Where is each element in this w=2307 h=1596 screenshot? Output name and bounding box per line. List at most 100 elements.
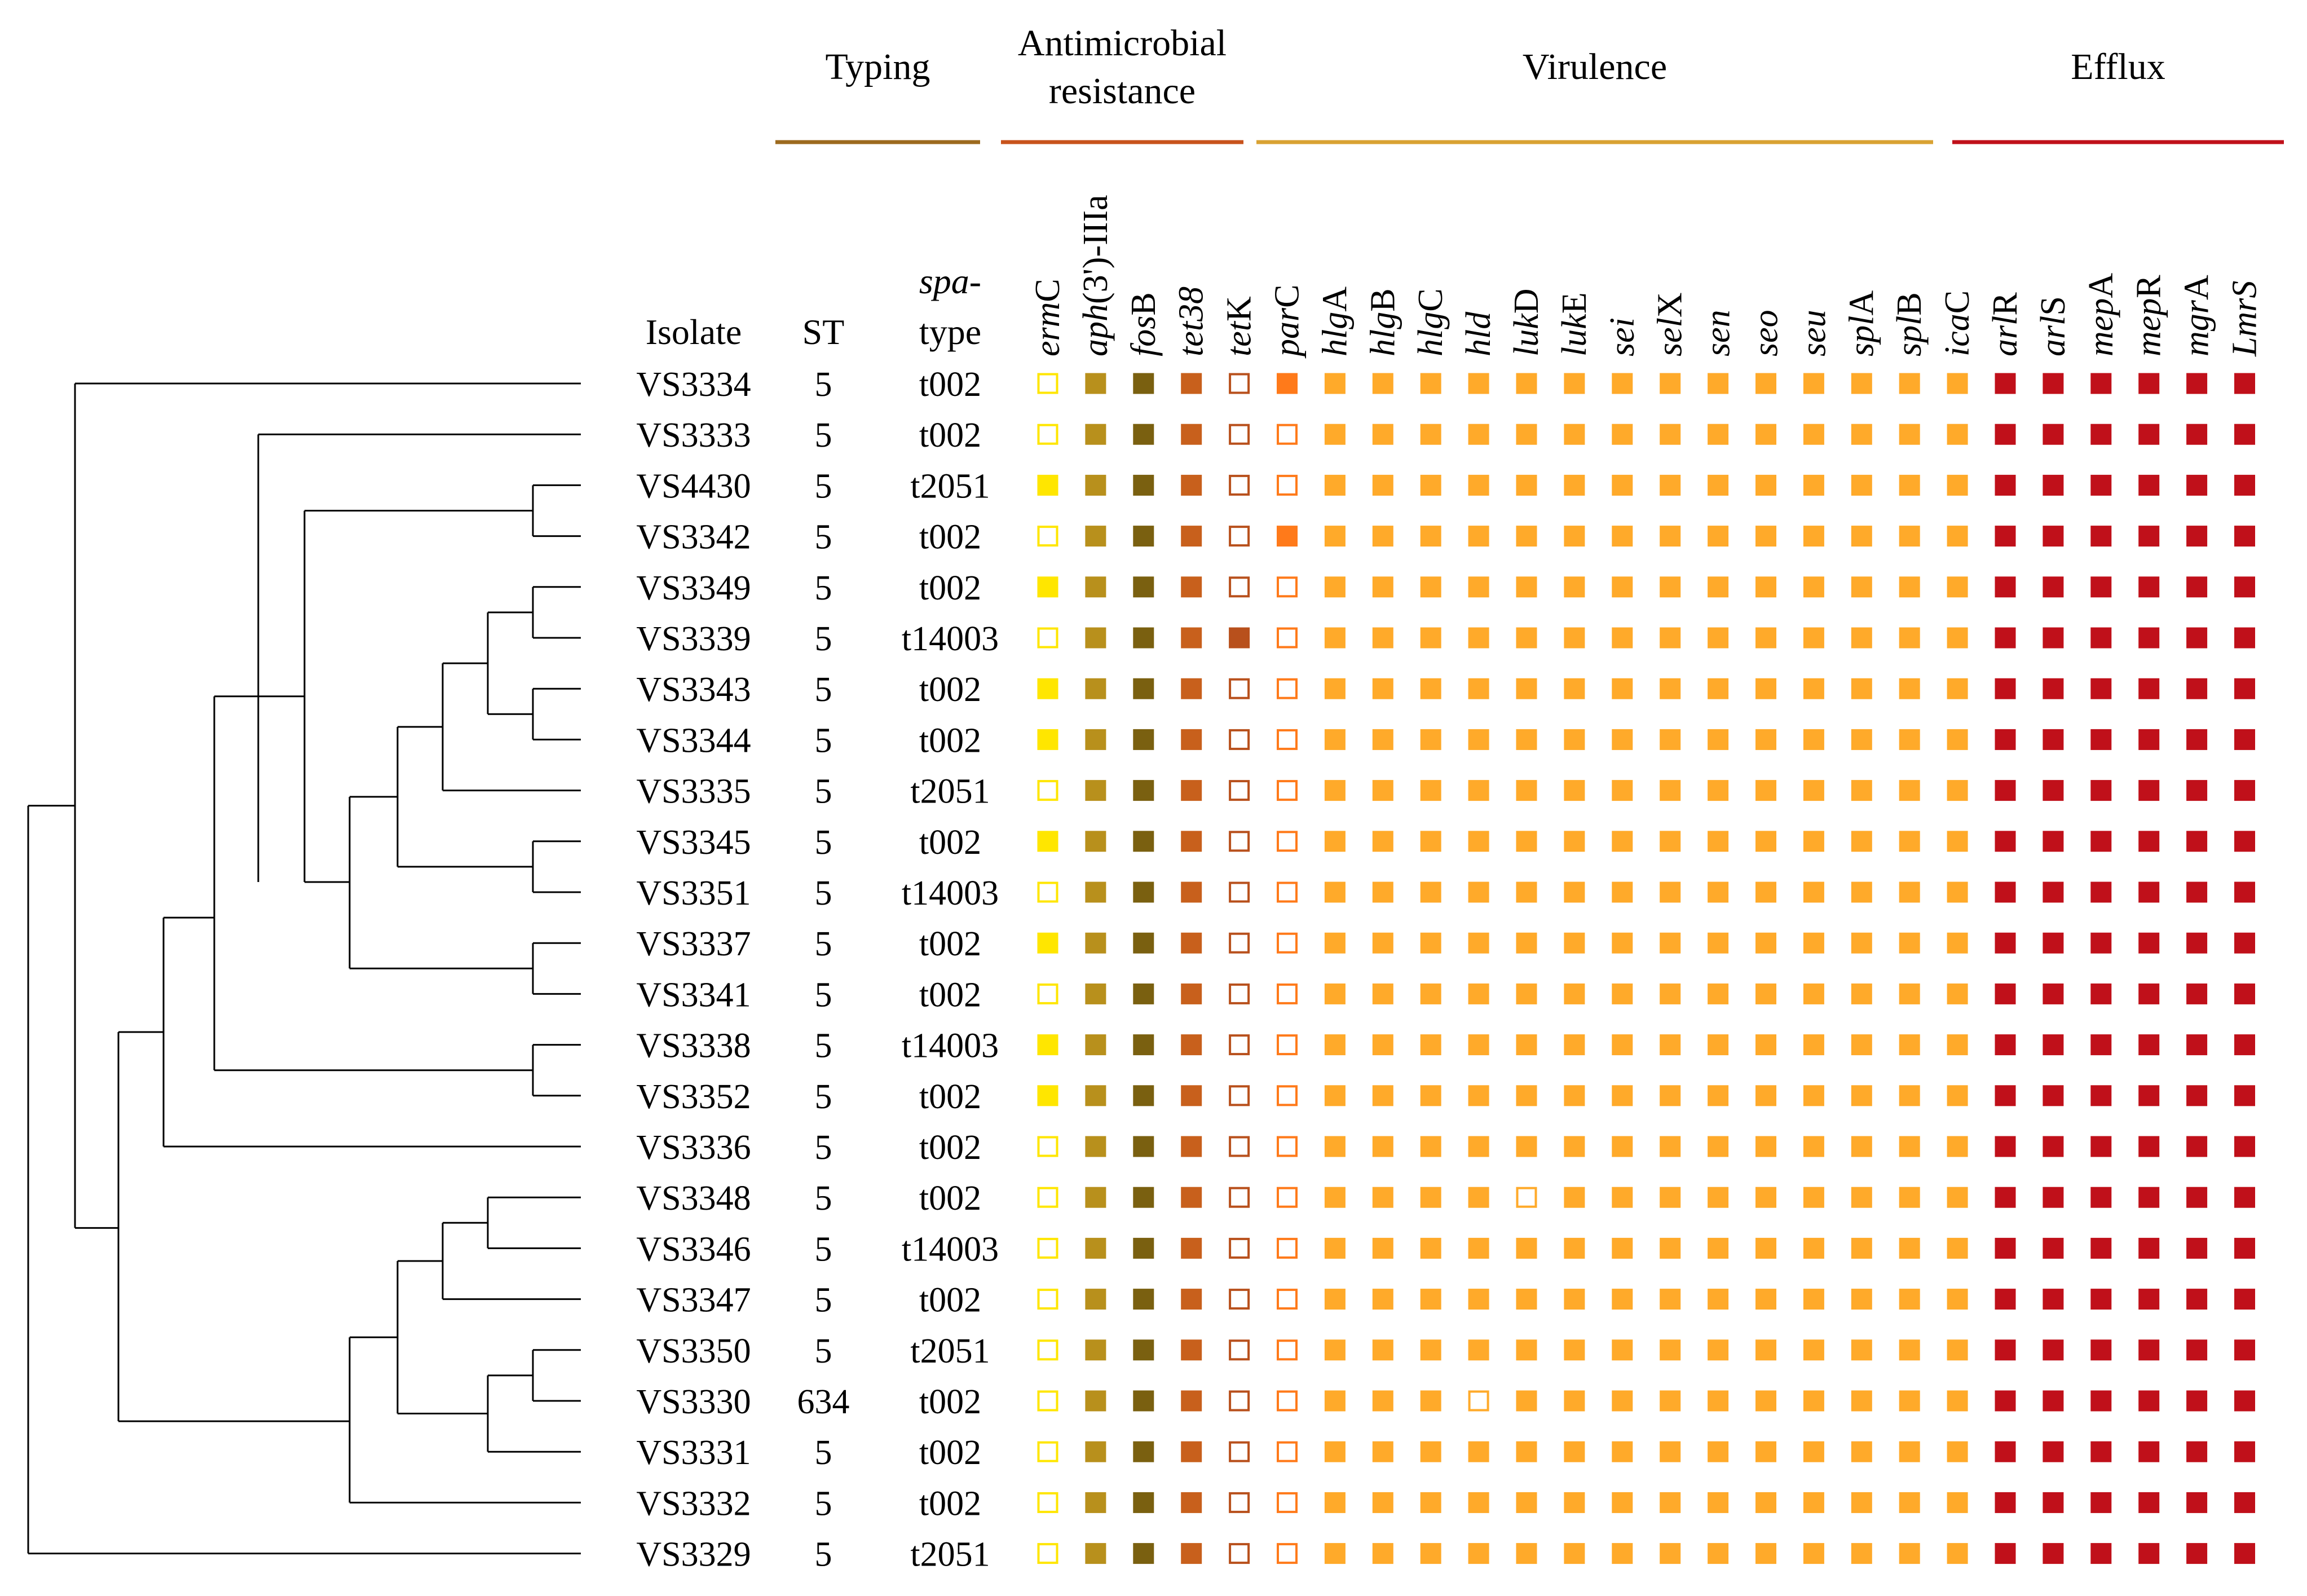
gene-present-cell — [1708, 678, 1729, 699]
gene-present-cell — [1803, 1543, 1824, 1564]
gene-present-cell — [1037, 729, 1058, 750]
gene-present-cell — [1420, 983, 1441, 1004]
gene-present-cell — [1037, 1034, 1058, 1056]
dendrogram — [27, 382, 581, 1555]
gene-present-cell — [2138, 983, 2160, 1004]
gene-present-cell — [1372, 1136, 1393, 1157]
spa-type-value: t002 — [919, 925, 981, 963]
spa-type-value: t14003 — [902, 1230, 999, 1268]
gene-present-cell — [1803, 1034, 1824, 1056]
gene-present-cell — [1420, 424, 1441, 445]
gene-header-part: tet38 — [1172, 286, 1211, 356]
gene-present-cell — [1995, 1187, 2016, 1208]
gene-absent-cell — [1277, 1034, 1298, 1056]
gene-present-cell — [1708, 881, 1729, 903]
gene-present-cell — [1372, 932, 1393, 954]
gene-present-cell — [1755, 1187, 1776, 1208]
gene-present-cell — [1037, 1085, 1058, 1106]
gene-present-cell — [1420, 1492, 1441, 1513]
gene-present-cell — [1660, 1085, 1681, 1106]
gene-present-cell — [1468, 1187, 1489, 1208]
gene-present-cell — [1899, 373, 1920, 394]
gene-present-cell — [1851, 729, 1872, 750]
gene-present-cell — [1181, 576, 1202, 598]
gene-present-cell — [1755, 424, 1776, 445]
isolate-name: VS3336 — [636, 1128, 751, 1167]
st-value: 5 — [815, 1332, 832, 1370]
gene-absent-cell — [1037, 1441, 1058, 1462]
gene-absent-cell — [1277, 932, 1298, 954]
gene-present-cell — [1516, 1543, 1537, 1564]
gene-absent-cell — [1229, 831, 1250, 852]
gene-header-part: luk — [1555, 313, 1594, 356]
gene-header-part: (3')-IIIa — [1077, 195, 1115, 304]
gene-present-cell — [1181, 1187, 1202, 1208]
gene-present-cell — [1947, 831, 1968, 852]
st-value: 5 — [815, 1078, 832, 1116]
gene-present-cell — [1755, 1441, 1776, 1462]
gene-present-cell — [1612, 576, 1633, 598]
gene-present-cell — [2090, 932, 2112, 954]
gene-present-cell — [2090, 373, 2112, 394]
gene-present-cell — [2186, 627, 2208, 649]
gene-present-cell — [1660, 424, 1681, 445]
gene-present-cell — [1181, 1390, 1202, 1412]
gene-present-cell — [1468, 576, 1489, 598]
gene-present-cell — [1995, 576, 2016, 598]
gene-absent-cell — [1229, 1339, 1250, 1361]
gene-absent-cell — [1229, 1492, 1250, 1513]
gene-present-cell — [1947, 1187, 1968, 1208]
gene-present-cell — [1133, 983, 1154, 1004]
isolate-name: VS3349 — [636, 569, 751, 607]
gene-present-cell — [2090, 526, 2112, 547]
gene-present-cell — [2043, 373, 2064, 394]
gene-present-cell — [1085, 1237, 1106, 1259]
gene-present-cell — [1851, 1441, 1872, 1462]
gene-present-cell — [1803, 1339, 1824, 1361]
gene-present-cell — [1995, 424, 2016, 445]
gene-absent-cell — [1229, 424, 1250, 445]
gene-absent-cell — [1229, 1289, 1250, 1310]
gene-present-cell — [1372, 424, 1393, 445]
gene-present-cell — [1947, 678, 1968, 699]
gene-present-cell — [1899, 627, 1920, 649]
gene-present-cell — [2138, 932, 2160, 954]
spa-type-value: t002 — [919, 1281, 981, 1320]
gene-present-cell — [1372, 1390, 1393, 1412]
gene-absent-cell — [1229, 881, 1250, 903]
gene-present-cell — [1133, 627, 1154, 649]
gene-present-cell — [1564, 424, 1585, 445]
st-value: 5 — [815, 1434, 832, 1472]
gene-present-cell — [1133, 881, 1154, 903]
gene-present-cell — [1516, 932, 1537, 954]
gene-header-part: erm — [1029, 302, 1067, 356]
gene-present-cell — [1516, 780, 1537, 801]
gene-present-cell — [2043, 678, 2064, 699]
gene-header-part: S — [2034, 296, 2072, 315]
spa-type-value: t002 — [919, 1128, 981, 1167]
gene-present-cell — [1803, 474, 1824, 496]
isolate-name: VS3333 — [636, 416, 751, 455]
gene-present-cell — [1660, 627, 1681, 649]
gene-header: tet38 — [1172, 286, 1211, 356]
gene-present-cell — [1851, 932, 1872, 954]
gene-present-cell — [1708, 780, 1729, 801]
st-value: 5 — [815, 1027, 832, 1065]
gene-absent-cell — [1229, 983, 1250, 1004]
gene-present-cell — [2090, 881, 2112, 903]
gene-absent-cell — [1037, 424, 1058, 445]
gene-present-cell — [2138, 1237, 2160, 1259]
gene-header-part: sel — [1651, 318, 1690, 356]
gene-present-cell — [1372, 526, 1393, 547]
gene-present-cell — [1372, 729, 1393, 750]
gene-present-cell — [2234, 424, 2255, 445]
gene-present-cell — [1612, 424, 1633, 445]
gene-present-cell — [2090, 831, 2112, 852]
gene-present-cell — [2043, 1543, 2064, 1564]
isolate-name: VS3352 — [636, 1078, 751, 1116]
gene-header-part: R — [2130, 275, 2168, 298]
gene-present-cell — [1612, 932, 1633, 954]
gene-present-cell — [1660, 881, 1681, 903]
gene-present-cell — [1995, 1289, 2016, 1310]
